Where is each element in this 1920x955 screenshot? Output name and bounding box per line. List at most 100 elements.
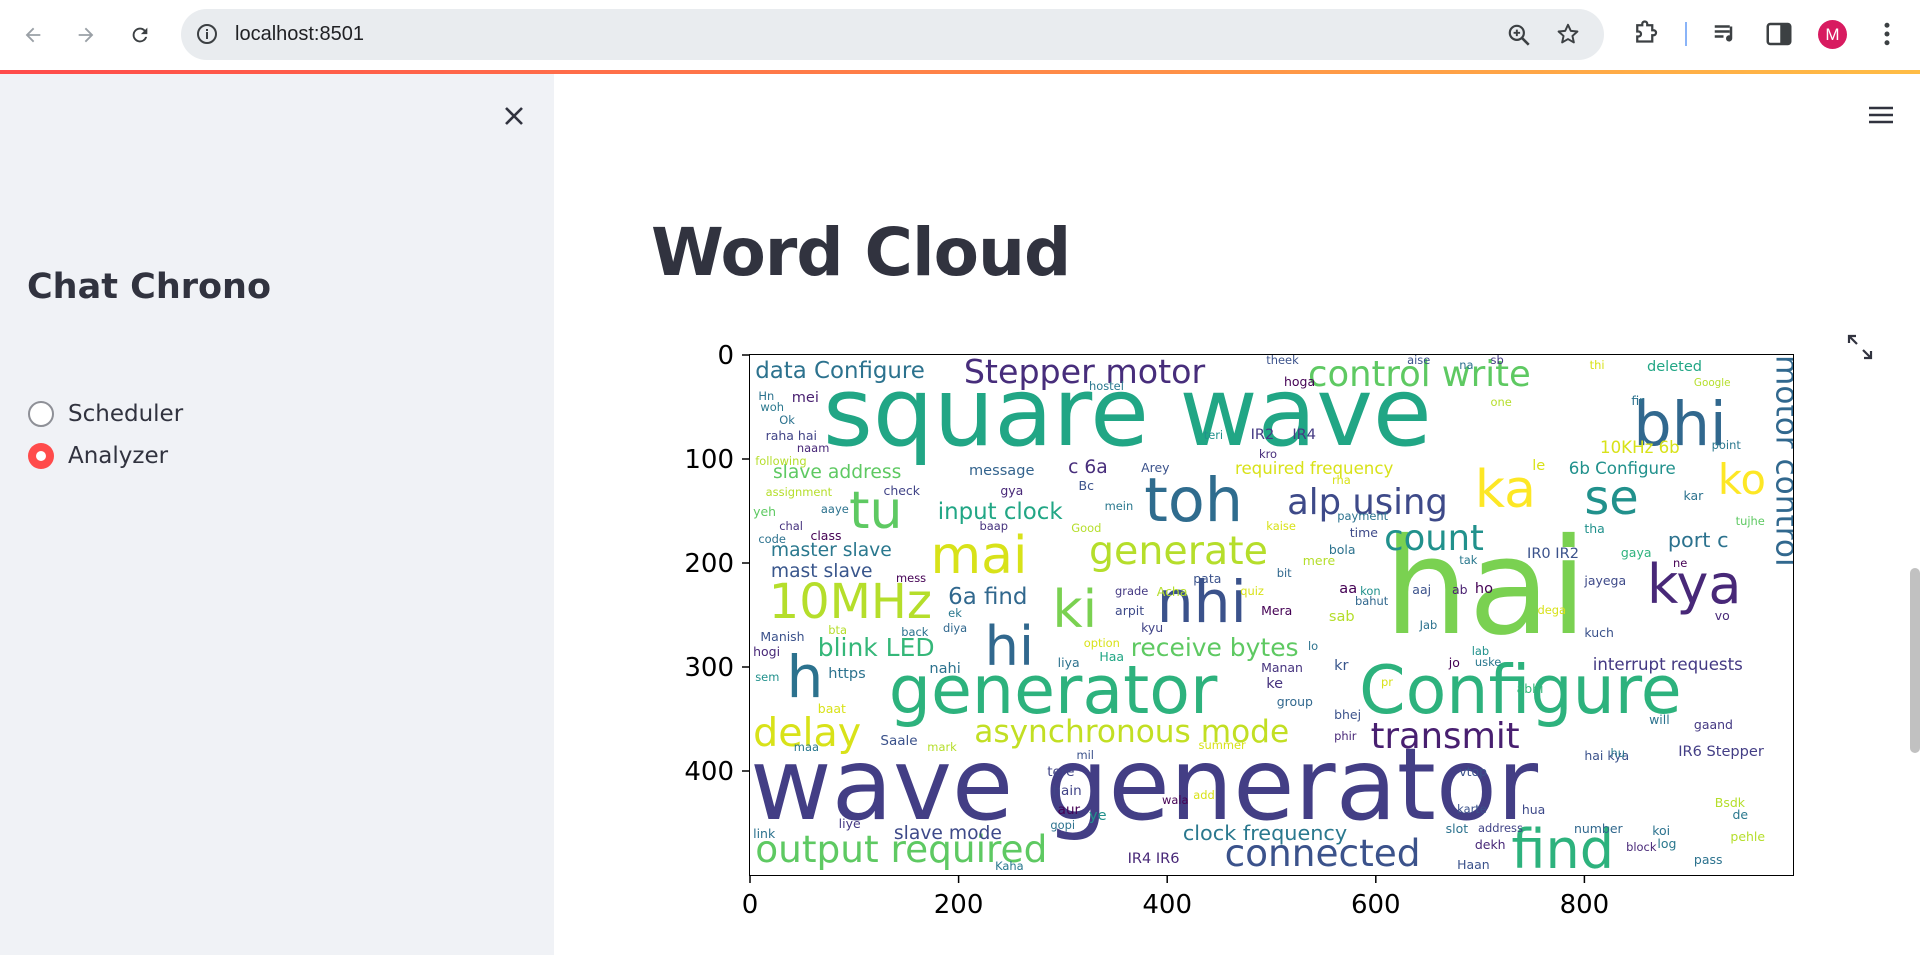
word-cloud-word: number — [1573, 821, 1623, 836]
word-cloud-word: baap — [979, 519, 1008, 534]
word-cloud-word: h — [786, 643, 824, 712]
word-cloud-word: Configure — [1359, 650, 1682, 729]
word-cloud-word: kro — [1258, 446, 1278, 461]
word-cloud-word: kar — [1683, 488, 1704, 504]
word-cloud-word: Saale — [880, 732, 918, 749]
word-cloud-word: thi — [1589, 358, 1605, 373]
word-cloud-word: Good — [1071, 521, 1102, 536]
word-cloud-word: nahi — [929, 659, 961, 677]
reload-button[interactable] — [122, 17, 158, 53]
word-cloud-word: mess — [896, 571, 927, 586]
word-cloud-word: karte — [1457, 802, 1487, 817]
word-cloud-word: ki — [1052, 579, 1098, 640]
word-cloud-word: dega — [1537, 602, 1567, 617]
word-cloud-word: hain — [1052, 782, 1082, 799]
word-cloud-word: kon — [1360, 583, 1381, 598]
word-cloud-word: grade — [1115, 583, 1149, 598]
word-cloud-word: liye — [838, 815, 861, 831]
word-cloud-word: aur — [1057, 802, 1081, 819]
word-cloud-word: 6a find — [948, 583, 1028, 610]
word-cloud-word: ke — [1266, 675, 1284, 693]
url-text[interactable]: localhost:8501 — [235, 23, 364, 45]
word-cloud-word: point — [1711, 438, 1741, 453]
address-bar[interactable]: localhost:8501 — [181, 9, 1604, 60]
word-cloud-word: Kaha — [995, 859, 1024, 874]
word-cloud-word: uske — [1474, 654, 1502, 669]
profile-avatar[interactable]: M — [1818, 20, 1847, 49]
word-cloud-word: hogi — [753, 644, 781, 660]
word-cloud-word: assignment — [765, 485, 833, 500]
arrow-left-icon — [25, 27, 41, 43]
word-cloud-word: gya — [1000, 483, 1024, 498]
site-info-icon[interactable] — [195, 22, 219, 46]
word-cloud-word: diya — [942, 621, 968, 636]
word-cloud-word: ek — [948, 605, 962, 620]
word-cloud-word: log — [1657, 835, 1677, 851]
word-cloud-word: Stepper motor — [963, 355, 1206, 391]
word-cloud-word: c 6a — [1068, 457, 1108, 478]
word-cloud-word: aaye — [820, 501, 849, 516]
toolbar-divider — [1685, 22, 1687, 46]
word-cloud-word: chal — [779, 519, 803, 534]
word-cloud-word: square wave — [823, 356, 1432, 469]
word-cloud-word: yeh — [753, 503, 777, 519]
radio-button-selected[interactable] — [28, 443, 54, 469]
page-scrollbar[interactable] — [1910, 568, 1920, 753]
word-cloud-word: tak — [1459, 552, 1478, 567]
bookmark-star-icon[interactable] — [1555, 21, 1581, 47]
word-cloud-word: fir — [1631, 392, 1645, 408]
word-cloud-word: code — [758, 531, 786, 546]
word-cloud-word: tujhe — [1735, 514, 1765, 529]
word-cloud-word: 6b Configure — [1568, 459, 1676, 479]
word-cloud-word: receive bytes — [1130, 632, 1299, 662]
word-cloud-word: pehle — [1730, 829, 1766, 845]
radio-button[interactable] — [28, 401, 54, 427]
word-cloud-word: slave address — [772, 462, 902, 484]
word-cloud-word: motor control — [1768, 355, 1793, 567]
word-cloud-word: Jab — [1419, 618, 1438, 633]
word-cloud-word: hostel — [1088, 379, 1124, 393]
word-cloud-word: add — [1193, 787, 1215, 802]
word-cloud-word: time — [1349, 524, 1378, 540]
word-cloud-word: output required — [755, 827, 1048, 872]
hamburger-menu-icon[interactable] — [1864, 100, 1898, 130]
word-cloud-word: message — [969, 462, 1035, 480]
word-cloud-word: IR6 Stepper — [1678, 743, 1764, 760]
word-cloud-word: kuch — [1584, 625, 1614, 641]
radio-option-scheduler[interactable]: Scheduler — [28, 401, 183, 427]
extensions-icon[interactable] — [1631, 19, 1661, 49]
word-cloud-word: hua — [1521, 802, 1546, 818]
fullscreen-expand-icon[interactable] — [1845, 332, 1875, 362]
radio-option-analyzer[interactable]: Analyzer — [28, 443, 168, 469]
side-panel-icon[interactable] — [1764, 19, 1794, 49]
back-button[interactable] — [15, 17, 51, 53]
word-cloud-word: Arey — [1141, 460, 1170, 476]
media-control-icon[interactable] — [1711, 19, 1741, 49]
word-cloud-word: Hn — [758, 389, 775, 404]
word-cloud-word: hai — [1384, 510, 1588, 666]
word-cloud-word: pr — [1381, 675, 1393, 690]
word-cloud-word: theek — [1266, 355, 1299, 367]
word-cloud-word: https — [828, 665, 866, 682]
close-sidebar-button[interactable] — [497, 99, 531, 133]
word-cloud-word: Manan — [1261, 659, 1303, 675]
word-cloud-word: mast slave — [770, 561, 873, 582]
word-cloud-word: maa — [793, 739, 819, 754]
word-cloud-word: generate — [1088, 527, 1268, 574]
word-cloud-word: 10KHz 6b — [1600, 438, 1680, 458]
word-cloud-word: arpit — [1115, 602, 1145, 618]
word-cloud-word: Acha — [1156, 583, 1188, 599]
word-cloud-word: Bsdk — [1714, 795, 1745, 810]
word-cloud-word: generator — [888, 650, 1218, 729]
zoom-icon[interactable] — [1506, 22, 1532, 48]
forward-button[interactable] — [68, 17, 104, 53]
word-cloud-word: deleted — [1646, 358, 1703, 376]
reload-icon — [132, 27, 148, 43]
word-cloud-word: tu — [849, 481, 903, 541]
word-cloud-word: vtop — [1459, 763, 1488, 779]
word-cloud-word: blink LED — [817, 632, 935, 662]
kebab-menu-icon[interactable] — [1872, 19, 1902, 49]
word-cloud-word: liya — [1057, 654, 1080, 670]
word-cloud-word: kr — [1334, 656, 1349, 674]
word-cloud-image: square wave hai wave generator generator Con… — [750, 355, 1793, 875]
